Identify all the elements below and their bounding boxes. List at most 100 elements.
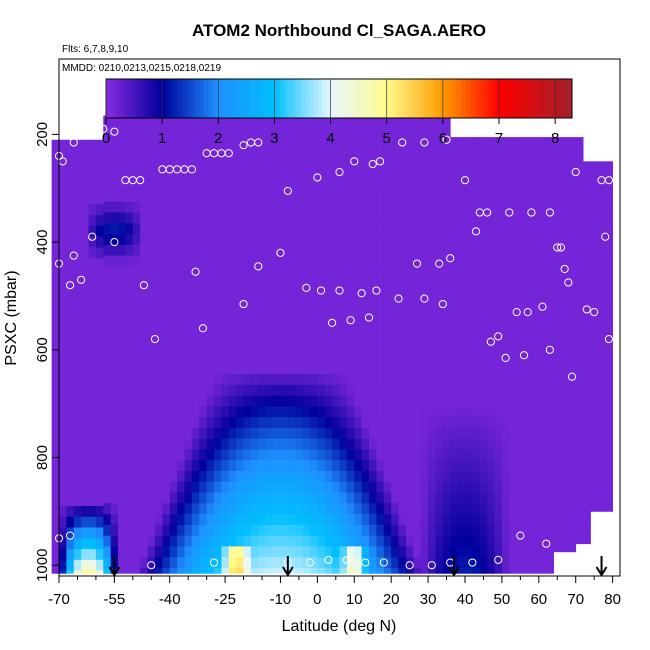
heatmap-cell (73, 355, 82, 367)
heatmap-cell (125, 341, 134, 353)
heatmap-cell (302, 503, 311, 515)
heatmap-cell (413, 514, 422, 526)
heatmap-cell (583, 398, 591, 410)
heatmap-cell (243, 330, 252, 343)
heatmap-cell (568, 137, 577, 149)
heatmap-cell (243, 223, 252, 235)
heatmap-cell (487, 384, 495, 396)
heatmap-cell (140, 277, 148, 289)
heatmap-cell (560, 481, 569, 493)
heatmap-cell (73, 236, 82, 248)
heatmap-cell (442, 514, 451, 526)
heatmap-cell (346, 427, 355, 440)
colorbar-swatch (470, 79, 476, 118)
sample-point (69, 251, 78, 260)
heatmap-cell (450, 287, 458, 300)
heatmap-cell (501, 320, 510, 332)
heatmap-cell (413, 330, 422, 343)
heatmap-cell (501, 212, 510, 224)
heatmap-cell (199, 137, 208, 149)
colorbar-swatch (533, 79, 539, 118)
heatmap-cell (295, 330, 303, 343)
sample-point (582, 305, 591, 314)
heatmap-cell (332, 201, 340, 213)
heatmap-cell (184, 298, 193, 310)
heatmap-cell (125, 384, 134, 396)
heatmap-cell (66, 322, 75, 335)
heatmap-cell (354, 427, 363, 440)
heatmap-cell (309, 535, 318, 547)
heatmap-cell (546, 190, 554, 203)
colorbar-swatch (347, 79, 353, 118)
heatmap-cell (464, 460, 473, 472)
heatmap-cell (398, 406, 407, 418)
heatmap-cell (309, 470, 318, 483)
heatmap-cell (59, 516, 67, 528)
heatmap-cell (354, 234, 363, 246)
heatmap-cell (450, 363, 458, 375)
heatmap-cell (73, 139, 82, 151)
heatmap-cell (162, 147, 171, 160)
heatmap-cell (177, 169, 185, 181)
heatmap-cell (258, 115, 267, 127)
heatmap-cell (487, 524, 495, 537)
sample-point (494, 555, 503, 564)
heatmap-cell (118, 406, 126, 418)
heatmap-cell (332, 190, 340, 203)
heatmap-cell (295, 126, 303, 138)
heatmap-cell (354, 438, 363, 450)
heatmap-cell (132, 470, 141, 483)
heatmap-cell (66, 161, 75, 173)
heatmap-cell (339, 514, 348, 526)
heatmap-cell (280, 255, 289, 267)
heatmap-cell (243, 287, 252, 300)
heatmap-cell (420, 266, 429, 278)
heatmap-cell (590, 505, 599, 512)
heatmap-cell (339, 363, 348, 375)
heatmap-cell (597, 247, 606, 259)
heatmap-cell (125, 320, 134, 332)
heatmap-cell (81, 549, 89, 561)
sample-point (224, 149, 233, 158)
heatmap-cell (391, 212, 399, 224)
heatmap-cell (73, 376, 82, 388)
heatmap-cell (221, 180, 230, 192)
heatmap-cell (302, 330, 311, 343)
heatmap-cell (464, 514, 473, 526)
heatmap-cell (59, 559, 67, 572)
heatmap-cell (88, 322, 97, 335)
heatmap-cell (568, 223, 577, 235)
heatmap-cell (509, 180, 518, 192)
heatmap-cell (583, 161, 591, 173)
heatmap-cell (95, 279, 104, 291)
colorbar-swatch (495, 79, 501, 118)
heatmap-cell (184, 212, 193, 224)
heatmap-cell (464, 320, 473, 332)
heatmap-cell (184, 126, 193, 138)
heatmap-cell (464, 169, 473, 181)
heatmap-cell (103, 137, 112, 149)
heatmap-cell (383, 427, 392, 440)
heatmap-cell (398, 352, 407, 364)
heatmap-cell (206, 535, 215, 547)
heatmap-cell (81, 527, 89, 539)
heatmap-cell (140, 309, 148, 321)
heatmap-cell (487, 417, 495, 429)
heatmap-cell (605, 301, 614, 313)
heatmap-cell (346, 438, 355, 450)
heatmap-cell (509, 201, 518, 213)
heatmap-cell (369, 514, 377, 526)
heatmap-cell (59, 495, 67, 507)
heatmap-cell (413, 223, 422, 235)
heatmap-cell (177, 438, 185, 450)
heatmap-cell (568, 427, 577, 440)
heatmap-cell (405, 287, 414, 300)
heatmap-cell (147, 524, 156, 537)
heatmap-cell (169, 266, 178, 278)
heatmap-cell (457, 557, 466, 569)
heatmap-cell (287, 460, 296, 472)
heatmap-cell (214, 212, 222, 224)
heatmap-cell (273, 406, 281, 418)
heatmap-cell (605, 193, 614, 205)
heatmap-cell (221, 438, 230, 450)
